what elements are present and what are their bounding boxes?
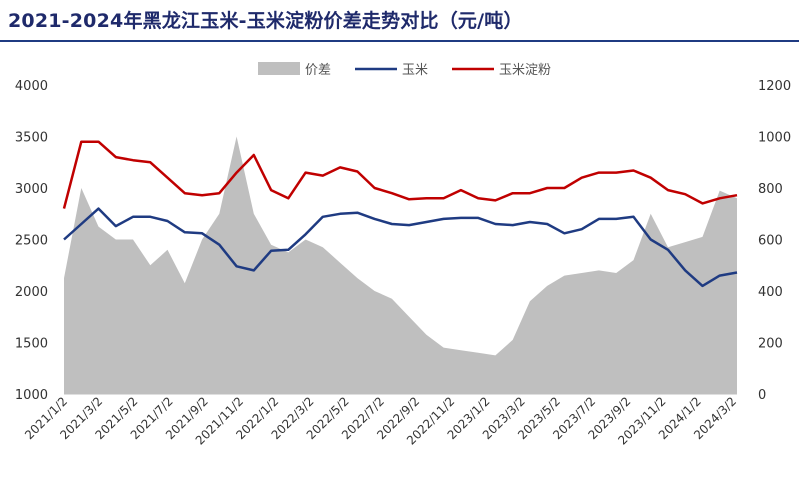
right-tick-label: 200 xyxy=(758,337,783,352)
legend-label-corn-starch: 玉米淀粉 xyxy=(499,63,551,78)
right-axis-ticks: 0 200 400 600 800 1000 1200 xyxy=(758,79,791,403)
left-tick-label: 1500 xyxy=(15,337,48,352)
legend: 价差 玉米 玉米淀粉 xyxy=(258,62,551,78)
title-underline xyxy=(0,40,799,42)
right-tick-label: 0 xyxy=(758,388,766,403)
left-axis-ticks: 1000 1500 2000 2500 3000 3500 4000 xyxy=(15,79,48,403)
left-tick-label: 3000 xyxy=(15,182,48,197)
legend-swatch-spread xyxy=(258,62,300,75)
legend-label-corn: 玉米 xyxy=(402,63,428,78)
right-tick-label: 1000 xyxy=(758,131,791,146)
chart-title: 2021-2024年黑龙江玉米-玉米淀粉价差走势对比（元/吨） xyxy=(8,10,523,32)
left-tick-label: 4000 xyxy=(15,79,48,94)
series-line-corn-starch xyxy=(62,140,738,209)
spread-area-layer xyxy=(64,136,737,394)
right-tick-label: 1200 xyxy=(758,79,791,94)
left-tick-label: 2000 xyxy=(15,285,48,300)
line-layer xyxy=(62,140,738,288)
left-tick-label: 1000 xyxy=(15,388,48,403)
right-tick-label: 400 xyxy=(758,285,783,300)
right-tick-label: 800 xyxy=(758,182,783,197)
right-tick-label: 600 xyxy=(758,234,783,249)
left-tick-label: 2500 xyxy=(15,234,48,249)
legend-label-spread: 价差 xyxy=(305,63,331,78)
x-axis-ticks: 2021/1/22021/3/22021/5/22021/7/22021/9/2… xyxy=(22,394,739,447)
left-tick-label: 3500 xyxy=(15,131,48,146)
series-line-corn xyxy=(63,207,738,288)
series-area-spread xyxy=(64,136,737,394)
